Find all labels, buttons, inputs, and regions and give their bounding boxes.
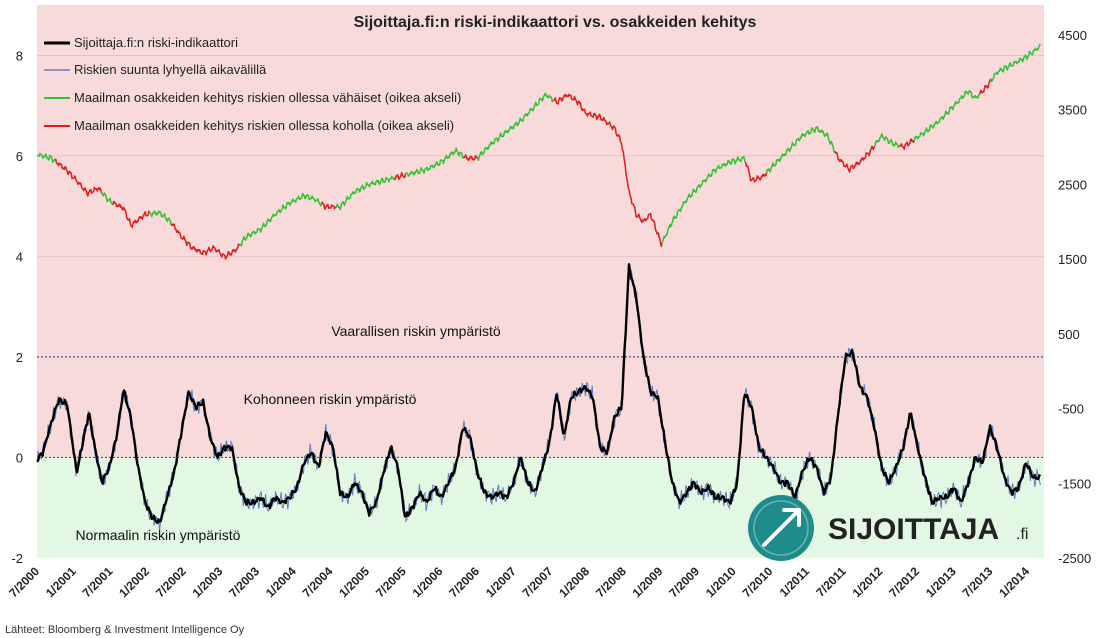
stock-line-high-risk (393, 171, 407, 181)
legend-label-direction: Riskien suunta lyhyellä aikavälillä (74, 62, 267, 77)
stock-line-high-risk (899, 138, 915, 150)
logo-suffix: .fi (1016, 526, 1028, 543)
left-tick-label: 2 (16, 350, 23, 365)
x-tick-label: 7/2004 (300, 564, 336, 600)
stock-line-low-risk (239, 192, 323, 247)
right-tick-label: 500 (1058, 327, 1080, 342)
x-tick-label: 1/2001 (43, 564, 79, 600)
left-tick-label: 6 (16, 149, 23, 164)
x-tick-label: 7/2000 (6, 564, 42, 600)
x-tick-label: 1/2005 (336, 564, 372, 600)
logo-ring-icon (753, 500, 809, 556)
stock-line-low-risk (913, 89, 981, 141)
x-tick-label: 1/2004 (263, 564, 299, 600)
stock-line-low-risk (765, 125, 836, 173)
x-tick-label: 1/2010 (703, 564, 739, 600)
x-tick-label: 1/2013 (923, 564, 959, 600)
legend-label-risk: Sijoittaja.fi:n riski-indikaattori (74, 35, 238, 50)
right-tick-label: -1500 (1058, 476, 1091, 491)
chart-title: Sijoittaja.fi:n riski-indikaattori vs. o… (354, 14, 757, 31)
right-tick-label: 1500 (1058, 252, 1087, 267)
right-tick-label: 2500 (1058, 177, 1087, 192)
stock-line-low-risk (148, 210, 172, 226)
legend-label-high-risk: Maailman osakkeiden kehitys riskien olle… (74, 118, 454, 133)
stock-line-high-risk (744, 161, 768, 183)
stock-line-high-risk (462, 154, 479, 162)
right-tick-label: -2500 (1058, 551, 1091, 566)
annotation-danger: Vaarallisen riskin ympäristö (331, 323, 501, 339)
right-axis: 4500 3500 2500 1500 500 -500 -1500 -2500 (1058, 28, 1091, 566)
logo-arrow-icon (762, 508, 801, 547)
x-tick-label: 7/2006 (446, 564, 482, 600)
x-tick-label: 1/2002 (116, 564, 152, 600)
logo: SIJOITTAJA .fi (748, 495, 1028, 561)
stock-series (36, 43, 1041, 260)
left-tick-label: -2 (11, 551, 23, 566)
x-tick-label: 1/2012 (850, 564, 886, 600)
x-tick-label: 1/2009 (630, 564, 666, 600)
stock-line-low-risk (477, 92, 554, 162)
x-tick-label: 1/2007 (483, 564, 519, 600)
annotation-elevated: Kohonneen riskin ympäristö (244, 391, 417, 407)
x-tick-label: 1/2006 (410, 564, 446, 600)
x-tick-label: 7/2008 (593, 564, 629, 600)
x-tick-label: 7/2012 (886, 564, 922, 600)
x-tick-label: 7/2007 (520, 564, 556, 600)
stock-line-high-risk (834, 145, 876, 173)
stock-line-high-risk (170, 223, 241, 260)
left-tick-label: 0 (16, 450, 23, 465)
right-tick-label: 4500 (1058, 28, 1087, 43)
stock-line-high-risk (112, 200, 151, 228)
stock-line-low-risk (335, 175, 396, 211)
left-tick-label: 4 (16, 249, 23, 264)
stock-line-high-risk (553, 93, 663, 248)
stock-line-low-risk (874, 133, 901, 149)
x-tick-label: 7/2002 (153, 564, 189, 600)
elevated-risk-zone (37, 5, 1044, 458)
x-tick-label: 1/2003 (190, 564, 226, 600)
stock-line-low-risk (101, 192, 114, 206)
x-tick-label: 1/2014 (996, 564, 1032, 600)
annotation-normal: Normaalin riskin ympäristö (76, 527, 241, 543)
x-tick-label: 7/2003 (226, 564, 262, 600)
x-tick-label: 7/2001 (80, 564, 116, 600)
stock-line-low-risk (36, 152, 57, 164)
stock-line-low-risk (661, 155, 746, 244)
stock-line-high-risk (978, 79, 991, 95)
legend: Sijoittaja.fi:n riski-indikaattori Riski… (44, 35, 461, 133)
left-axis: 8 6 4 2 0 -2 (11, 48, 23, 566)
x-axis: 7/2000 1/2001 7/2001 1/2002 7/2002 1/2003 7/20… (6, 564, 1032, 600)
stock-line-low-risk (989, 43, 1041, 83)
x-tick-label: 7/2010 (740, 564, 776, 600)
right-tick-label: 3500 (1058, 103, 1087, 118)
x-tick-label: 1/2011 (777, 564, 813, 600)
legend-label-low-risk: Maailman osakkeiden kehitys riskien olle… (74, 90, 461, 105)
x-tick-label: 7/2005 (373, 564, 409, 600)
logo-text: SIJOITTAJA (828, 513, 999, 546)
risk-indicator-line (36, 263, 1042, 525)
right-tick-label: -500 (1058, 402, 1084, 417)
gridlines (37, 54, 1044, 257)
stock-line-high-risk (321, 201, 337, 210)
x-tick-label: 1/2008 (556, 564, 592, 600)
stock-line-low-risk (405, 147, 464, 177)
source-note: Lähteet: Bloomberg & Investment Intellig… (5, 624, 245, 636)
x-tick-label: 7/2011 (813, 564, 849, 600)
x-tick-label: 7/2013 (960, 564, 996, 600)
x-tick-label: 7/2009 (666, 564, 702, 600)
left-tick-label: 8 (16, 48, 23, 63)
stock-line-high-risk (54, 158, 103, 197)
risk-series (36, 263, 1042, 532)
